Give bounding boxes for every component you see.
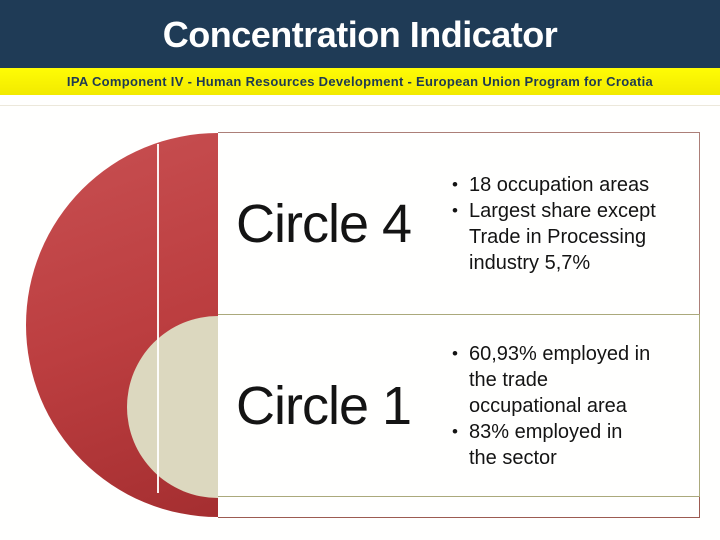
subtitle-banner: IPA Component IV - Human Resources Devel… xyxy=(0,68,720,95)
bullet-list: • 18 occupation areas • Largest share ex… xyxy=(452,172,680,276)
bullet-line: the trade xyxy=(469,368,548,391)
page-title: Concentration Indicator xyxy=(162,14,558,55)
bullet-item: • 60,93% employed in the trade occupatio… xyxy=(452,341,678,419)
bullet-item: • Largest share except Trade in Processi… xyxy=(452,198,678,276)
vertical-divider-line xyxy=(157,144,159,493)
bullet-item: • 83% employed in the sector xyxy=(452,419,678,471)
bullet-dot: • xyxy=(452,174,458,194)
bullet-line: occupational area xyxy=(469,394,627,417)
diagram-rows: Circle 4 • 18 occupation areas • Largest… xyxy=(218,132,700,518)
row-label-circle-4: Circle 4 xyxy=(236,193,412,254)
bullet-text: Largest share except Trade in Processing… xyxy=(469,198,678,276)
bullet-dot: • xyxy=(452,421,458,441)
bullet-line: industry 5,7% xyxy=(469,251,591,274)
row-label-circle-1: Circle 1 xyxy=(236,375,412,436)
divider-line xyxy=(0,105,720,106)
bullet-line: 18 occupation areas xyxy=(469,173,650,196)
bullet-line: 83% employed in xyxy=(469,420,623,443)
bullet-line: the sector xyxy=(469,446,557,469)
row-circle-4: Circle 4 • 18 occupation areas • Largest… xyxy=(218,132,700,314)
bullet-dot: • xyxy=(452,200,458,220)
bullet-dot: • xyxy=(452,343,458,363)
title-bar: Concentration Indicator xyxy=(0,0,720,68)
bullet-text: 60,93% employed in the trade occupationa… xyxy=(469,341,678,419)
subtitle-text: IPA Component IV - Human Resources Devel… xyxy=(66,74,654,89)
bullet-item: • 18 occupation areas xyxy=(452,172,678,198)
bullet-line: Trade in Processing xyxy=(469,225,647,248)
row-circle-1: Circle 1 • 60,93% employed in the trade … xyxy=(218,314,700,497)
bullet-text: 83% employed in the sector xyxy=(469,419,678,471)
bullet-line: Largest share except xyxy=(469,199,656,222)
bullet-text: 18 occupation areas xyxy=(469,172,678,198)
bullet-line: 60,93% employed in xyxy=(469,342,651,365)
bullet-list: • 60,93% employed in the trade occupatio… xyxy=(452,341,680,471)
row-empty-sliver xyxy=(218,497,700,518)
